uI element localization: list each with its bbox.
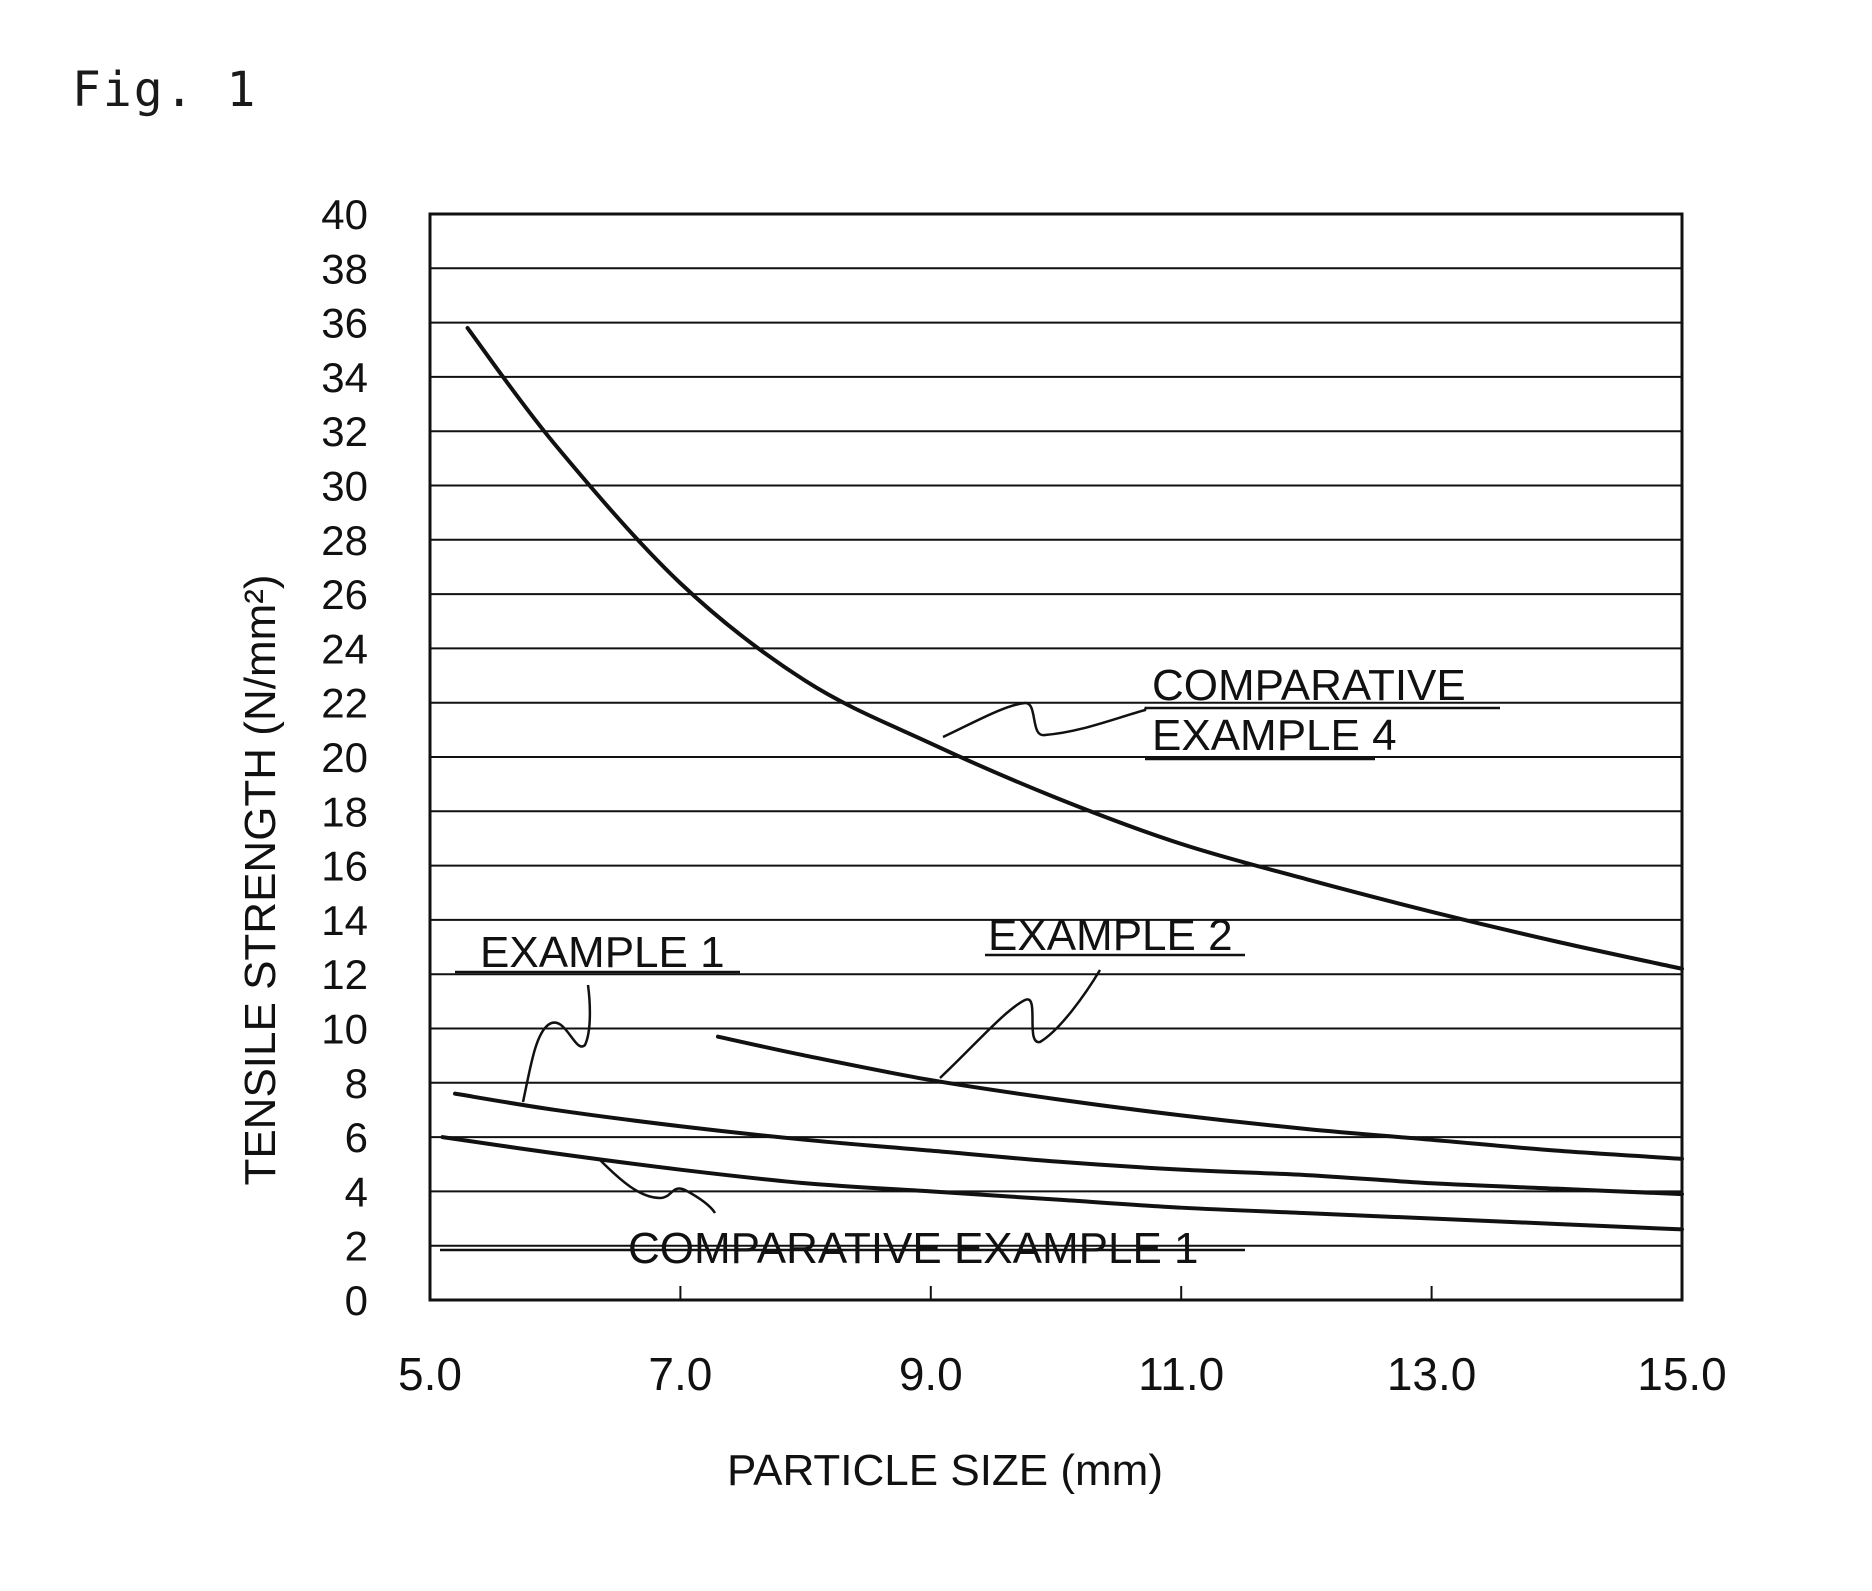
y-tick-label: 0 — [345, 1277, 368, 1324]
y-tick-label: 16 — [321, 843, 368, 890]
x-tick-label: 11.0 — [1138, 1348, 1224, 1400]
y-tick-label: 26 — [321, 571, 368, 618]
y-tick-label: 12 — [321, 951, 368, 998]
x-tick-label: 5.0 — [398, 1348, 462, 1400]
series-line-comparative-example-1 — [443, 1137, 1682, 1229]
y-tick-label: 10 — [321, 1006, 368, 1053]
tick-labels: 02468101214161820222426283032343638405.0… — [321, 191, 1726, 1400]
x-tick-label: 13.0 — [1387, 1348, 1477, 1400]
y-tick-label: 40 — [321, 191, 368, 238]
y-tick-label: 14 — [321, 897, 368, 944]
y-tick-label: 28 — [321, 517, 368, 564]
y-tick-label: 18 — [321, 788, 368, 835]
leader-comparative-example-4 — [943, 703, 1146, 737]
y-tick-label: 38 — [321, 245, 368, 292]
leader-example-2 — [940, 970, 1100, 1078]
y-tick-label: 22 — [321, 680, 368, 727]
y-tick-label: 36 — [321, 300, 368, 347]
x-tick-label: 9.0 — [899, 1348, 963, 1400]
label-comparative-example-4-line1: COMPARATIVE — [1152, 661, 1466, 710]
annotation-example-2: EXAMPLE 2 — [940, 911, 1245, 1078]
label-comparative-example-4-line2: EXAMPLE 4 — [1152, 711, 1397, 760]
x-tick-label: 7.0 — [648, 1348, 712, 1400]
series-lines — [443, 328, 1682, 1229]
series-line-example-2 — [718, 1037, 1682, 1159]
y-tick-label: 32 — [321, 408, 368, 455]
y-tick-label: 8 — [345, 1060, 368, 1107]
y-tick-label: 6 — [345, 1114, 368, 1161]
annotation-comparative-example-4: COMPARATIVE EXAMPLE 4 — [943, 661, 1500, 760]
x-tick-label: 15.0 — [1637, 1348, 1727, 1400]
y-axis-title: TENSILE STRENGTH (N/mm²) — [236, 574, 285, 1185]
y-tick-label: 30 — [321, 463, 368, 510]
label-example-2: EXAMPLE 2 — [988, 911, 1233, 960]
y-tick-label: 4 — [345, 1168, 368, 1215]
y-tick-label: 34 — [321, 354, 368, 401]
label-comparative-example-1: COMPARATIVE EXAMPLE 1 — [628, 1224, 1199, 1273]
y-tick-label: 20 — [321, 734, 368, 781]
label-example-1: EXAMPLE 1 — [480, 928, 725, 977]
leader-example-1 — [523, 985, 590, 1102]
y-tick-label: 2 — [345, 1223, 368, 1270]
x-axis-title: PARTICLE SIZE (mm) — [727, 1446, 1163, 1495]
annotation-comparative-example-1: COMPARATIVE EXAMPLE 1 — [440, 1160, 1245, 1273]
y-tick-label: 24 — [321, 625, 368, 672]
annotation-example-1: EXAMPLE 1 — [455, 928, 740, 1102]
